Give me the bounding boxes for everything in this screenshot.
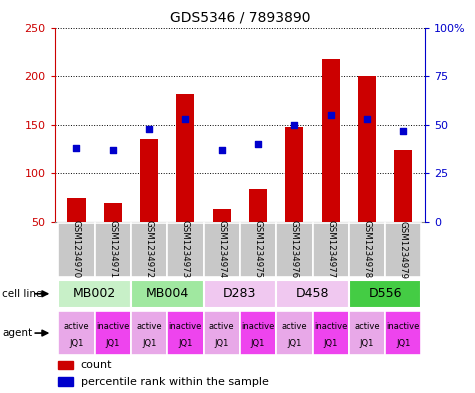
- FancyBboxPatch shape: [313, 222, 349, 277]
- Text: GSM1234976: GSM1234976: [290, 220, 299, 279]
- Text: active: active: [136, 322, 162, 331]
- Text: inactive: inactive: [241, 322, 275, 331]
- FancyBboxPatch shape: [349, 222, 385, 277]
- Text: active: active: [282, 322, 307, 331]
- Text: inactive: inactive: [387, 322, 420, 331]
- FancyBboxPatch shape: [95, 222, 131, 277]
- Text: JQ1: JQ1: [178, 338, 192, 347]
- Text: GSM1234977: GSM1234977: [326, 220, 335, 279]
- Point: [109, 147, 116, 153]
- Point: [218, 147, 226, 153]
- Text: inactive: inactive: [169, 322, 202, 331]
- Text: JQ1: JQ1: [215, 338, 229, 347]
- FancyBboxPatch shape: [240, 222, 276, 277]
- Text: GSM1234974: GSM1234974: [217, 220, 226, 279]
- FancyBboxPatch shape: [204, 311, 240, 355]
- Point: [327, 112, 334, 118]
- FancyBboxPatch shape: [349, 280, 421, 308]
- Bar: [67, 198, 86, 271]
- Text: JQ1: JQ1: [396, 338, 410, 347]
- Bar: [285, 127, 304, 271]
- Point: [73, 145, 80, 151]
- Text: MB002: MB002: [73, 287, 116, 300]
- Point: [363, 116, 371, 122]
- Text: cell line: cell line: [2, 289, 43, 299]
- Bar: [322, 59, 340, 271]
- FancyBboxPatch shape: [204, 222, 240, 277]
- Text: GSM1234973: GSM1234973: [181, 220, 190, 279]
- FancyBboxPatch shape: [131, 280, 204, 308]
- Text: GSM1234978: GSM1234978: [362, 220, 371, 279]
- Text: inactive: inactive: [96, 322, 129, 331]
- Text: active: active: [64, 322, 89, 331]
- Text: inactive: inactive: [314, 322, 347, 331]
- FancyBboxPatch shape: [131, 222, 167, 277]
- FancyBboxPatch shape: [131, 311, 167, 355]
- FancyBboxPatch shape: [58, 222, 95, 277]
- Text: JQ1: JQ1: [323, 338, 338, 347]
- Text: JQ1: JQ1: [360, 338, 374, 347]
- Text: MB004: MB004: [146, 287, 189, 300]
- Text: D283: D283: [223, 287, 256, 300]
- Text: active: active: [354, 322, 380, 331]
- FancyBboxPatch shape: [204, 280, 276, 308]
- Text: active: active: [209, 322, 235, 331]
- Point: [145, 125, 153, 132]
- Bar: [176, 94, 194, 271]
- FancyBboxPatch shape: [240, 311, 276, 355]
- FancyBboxPatch shape: [276, 280, 349, 308]
- FancyBboxPatch shape: [95, 311, 131, 355]
- FancyBboxPatch shape: [167, 222, 204, 277]
- Text: JQ1: JQ1: [287, 338, 302, 347]
- Bar: [249, 189, 267, 271]
- Point: [254, 141, 262, 147]
- Text: GSM1234970: GSM1234970: [72, 220, 81, 279]
- Text: JQ1: JQ1: [69, 338, 84, 347]
- Point: [181, 116, 189, 122]
- FancyBboxPatch shape: [58, 311, 95, 355]
- Title: GDS5346 / 7893890: GDS5346 / 7893890: [170, 11, 310, 25]
- Text: D458: D458: [296, 287, 329, 300]
- Text: percentile rank within the sample: percentile rank within the sample: [81, 376, 268, 387]
- Point: [291, 121, 298, 128]
- Text: count: count: [81, 360, 112, 370]
- Text: agent: agent: [2, 328, 32, 338]
- Text: D556: D556: [369, 287, 402, 300]
- Text: GSM1234979: GSM1234979: [399, 220, 408, 279]
- Bar: [213, 209, 231, 271]
- Text: JQ1: JQ1: [251, 338, 265, 347]
- FancyBboxPatch shape: [276, 311, 313, 355]
- FancyBboxPatch shape: [276, 222, 313, 277]
- Text: JQ1: JQ1: [105, 338, 120, 347]
- FancyBboxPatch shape: [167, 311, 204, 355]
- Bar: [394, 150, 412, 271]
- Text: GSM1234971: GSM1234971: [108, 220, 117, 279]
- FancyBboxPatch shape: [349, 311, 385, 355]
- FancyBboxPatch shape: [313, 311, 349, 355]
- FancyBboxPatch shape: [385, 311, 421, 355]
- FancyBboxPatch shape: [58, 280, 131, 308]
- Bar: [358, 76, 376, 271]
- Bar: [58, 361, 73, 369]
- FancyBboxPatch shape: [385, 222, 421, 277]
- Point: [399, 127, 407, 134]
- Text: GSM1234972: GSM1234972: [144, 220, 153, 279]
- Bar: [140, 140, 158, 271]
- Text: GSM1234975: GSM1234975: [254, 220, 263, 279]
- Bar: [58, 377, 73, 386]
- Bar: [104, 203, 122, 271]
- Text: JQ1: JQ1: [142, 338, 156, 347]
